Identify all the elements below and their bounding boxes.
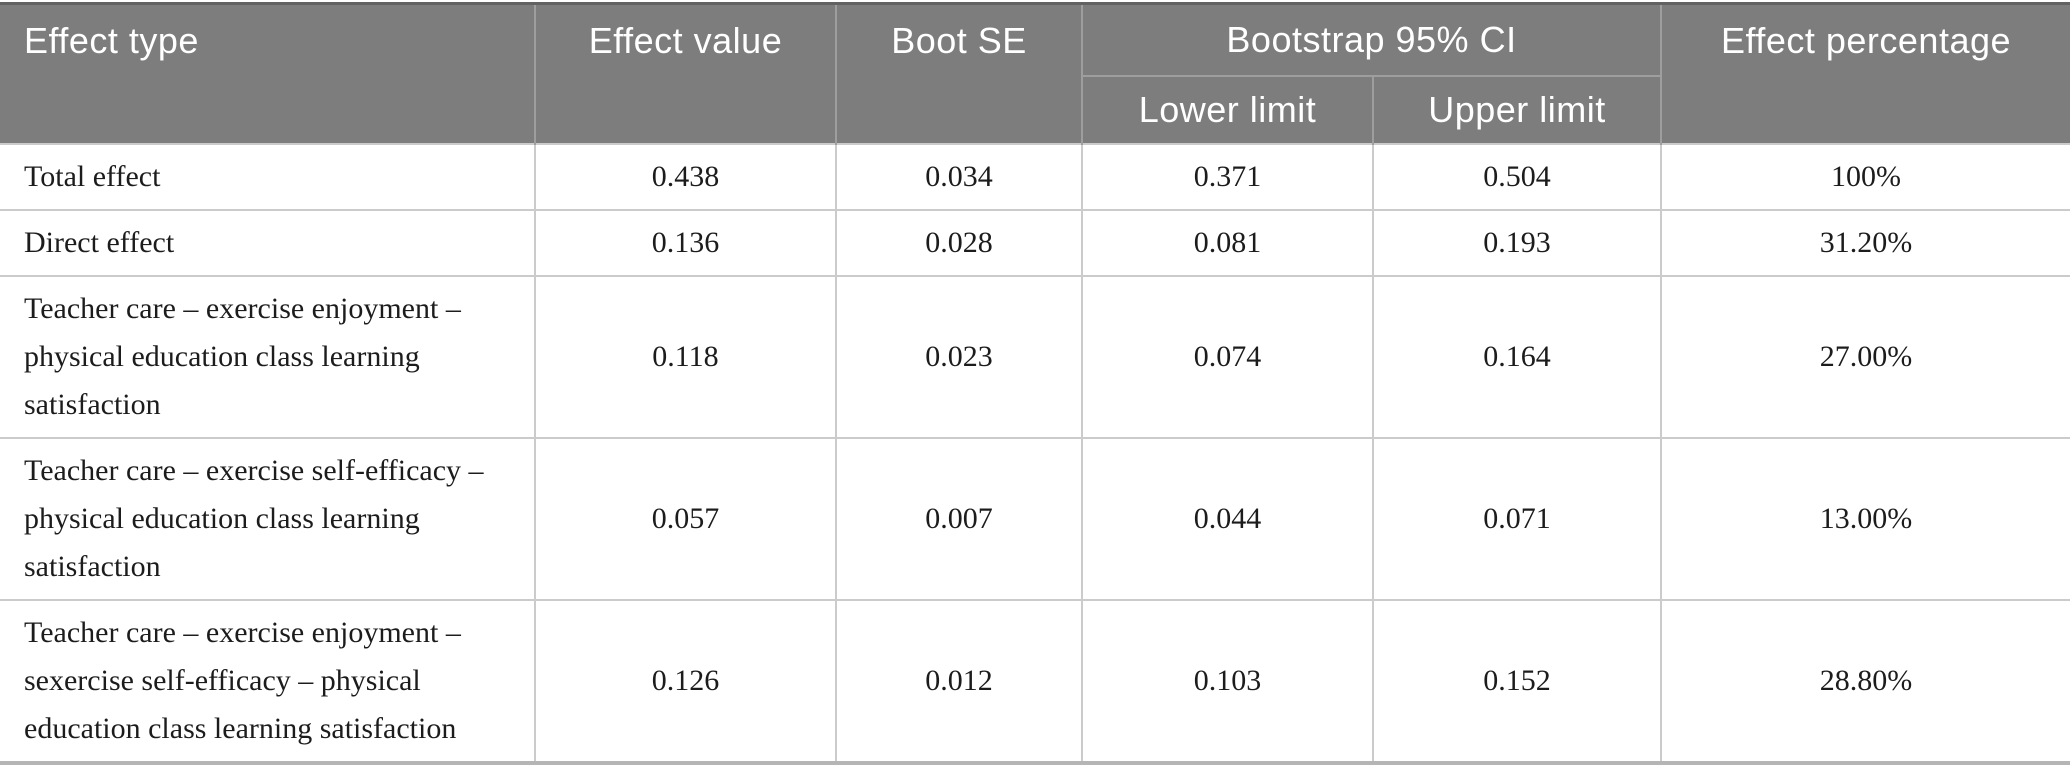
cell-boot-se: 0.023 [835, 274, 1083, 439]
cell-effect-percentage: 28.80% [1660, 598, 2070, 764]
cell-boot-se: 0.028 [835, 208, 1083, 277]
table-header: Effect type Effect value Boot SE Bootstr… [0, 3, 2070, 144]
cell-effect-percentage: 100% [1660, 142, 2070, 211]
header-upper-limit: Upper limit [1373, 75, 1662, 144]
cell-effect-percentage: 13.00% [1660, 436, 2070, 601]
cell-boot-se: 0.034 [835, 142, 1083, 211]
cell-lower-limit: 0.044 [1081, 436, 1374, 601]
cell-effect-percentage: 27.00% [1660, 274, 2070, 439]
cell-upper-limit: 0.152 [1372, 598, 1662, 764]
header-bootstrap-95-ci: Bootstrap 95% CI [1082, 3, 1661, 77]
cell-effect-type: Total effect [0, 142, 536, 211]
table-body: Total effect 0.438 0.034 0.371 0.504 100… [0, 142, 2070, 764]
cell-lower-limit: 0.074 [1081, 274, 1374, 439]
cell-lower-limit: 0.371 [1081, 142, 1374, 211]
cell-upper-limit: 0.164 [1372, 274, 1662, 439]
header-row-sub: Lower limit Upper limit [0, 75, 2070, 144]
header-row-main: Effect type Effect value Boot SE Bootstr… [0, 3, 2070, 144]
header-effect-percentage: Effect percentage [1660, 3, 2070, 144]
cell-lower-limit: 0.081 [1081, 208, 1374, 277]
header-effect-value: Effect value [535, 3, 837, 144]
header-lower-limit: Lower limit [1082, 75, 1374, 144]
table-row-indirect-enjoyment: Teacher care – exercise enjoyment – phys… [0, 274, 2070, 439]
cell-upper-limit: 0.193 [1372, 208, 1662, 277]
cell-upper-limit: 0.071 [1372, 436, 1662, 601]
table-row-indirect-chain: Teacher care – exercise enjoyment – sexe… [0, 598, 2070, 764]
cell-effect-type: Teacher care – exercise self-efficacy – … [0, 436, 536, 601]
cell-effect-type: Teacher care – exercise enjoyment – sexe… [0, 598, 536, 764]
cell-boot-se: 0.007 [835, 436, 1083, 601]
table-row-total-effect: Total effect 0.438 0.034 0.371 0.504 100… [0, 142, 2070, 211]
cell-effect-type: Direct effect [0, 208, 536, 277]
cell-effect-value: 0.126 [534, 598, 837, 764]
cell-effect-percentage: 31.20% [1660, 208, 2070, 277]
header-boot-se: Boot SE [836, 3, 1083, 144]
cell-effect-value: 0.057 [534, 436, 837, 601]
table-row-direct-effect: Direct effect 0.136 0.028 0.081 0.193 31… [0, 208, 2070, 277]
cell-upper-limit: 0.504 [1372, 142, 1662, 211]
cell-lower-limit: 0.103 [1081, 598, 1374, 764]
header-effect-type: Effect type [0, 3, 536, 144]
cell-boot-se: 0.012 [835, 598, 1083, 764]
cell-effect-value: 0.438 [534, 142, 837, 211]
cell-effect-value: 0.136 [534, 208, 837, 277]
cell-effect-type: Teacher care – exercise enjoyment – phys… [0, 274, 536, 439]
table-row-indirect-self-efficacy: Teacher care – exercise self-efficacy – … [0, 436, 2070, 601]
cell-effect-value: 0.118 [534, 274, 837, 439]
